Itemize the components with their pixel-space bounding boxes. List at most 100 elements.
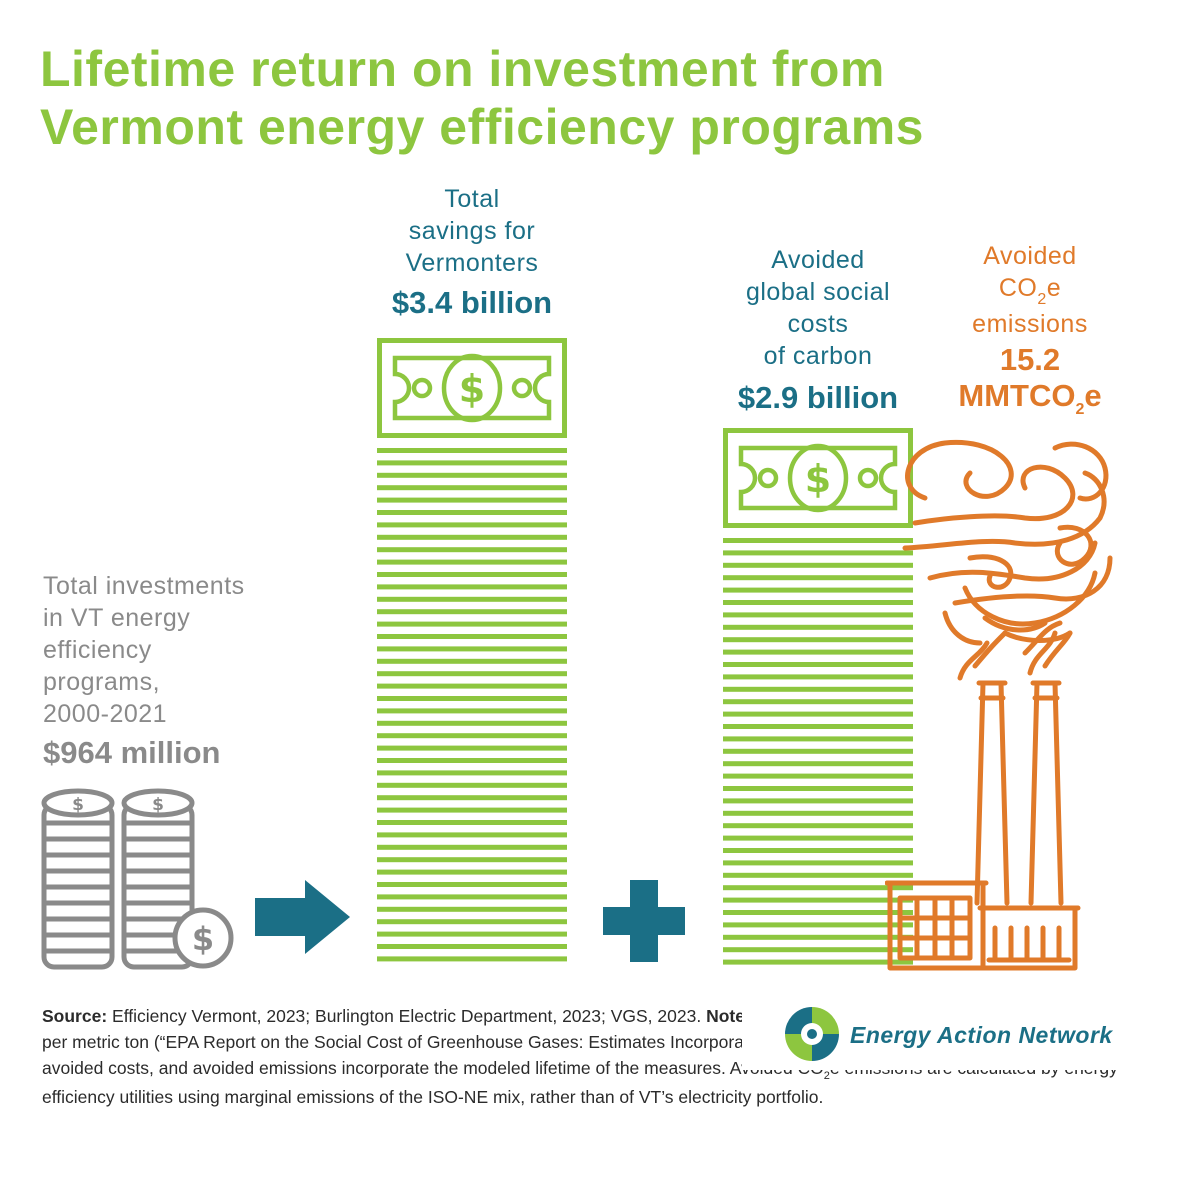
bill-stack-line [723, 835, 913, 841]
bill-stack-line [723, 922, 913, 928]
bill-stack-line [723, 810, 913, 816]
factory-smokestack-icon [885, 439, 1113, 971]
bill-stack-line [377, 547, 567, 553]
bill-stack-line [377, 894, 567, 900]
bill-stack-line [723, 612, 913, 618]
energy-action-network-logo-icon [785, 1007, 839, 1061]
bill-stack-line [377, 559, 567, 565]
bill-stack-line [723, 786, 913, 791]
social-cost-label: Avoided global social costs of carbon [745, 246, 891, 370]
bill-stack-line [377, 758, 567, 763]
bill-stack-line [723, 575, 913, 581]
emissions-label: Avoided CO2e emissions [972, 242, 1088, 338]
savings-value: $3.4 billion [391, 285, 553, 320]
bill-stack-line [723, 959, 913, 965]
bill-stack-line [723, 562, 913, 568]
bill-stack-line [377, 658, 567, 664]
bill-stack-line [723, 624, 913, 630]
bill-stack-line [377, 621, 567, 627]
bill-stack-line [723, 674, 913, 680]
social-cost-value: $2.9 billion [737, 380, 899, 415]
emissions-value: 15.2 MMTCO2e [958, 342, 1102, 418]
svg-text:$: $ [152, 795, 164, 815]
svg-text:$: $ [459, 367, 485, 411]
bill-stack-line [723, 860, 913, 866]
plus-icon [603, 880, 685, 962]
bill-stack-line [377, 460, 567, 466]
bill-stack-line [377, 572, 567, 577]
bill-stack-line [723, 798, 913, 804]
title-line-2: Vermont energy efficiency programs [40, 99, 924, 155]
bill-stack-line [723, 662, 913, 667]
investment-value: $964 million [43, 735, 221, 770]
bill-stack-line [377, 795, 567, 801]
bill-stack-line [377, 770, 567, 776]
bill-stack-line [377, 733, 567, 739]
bill-stack-line [377, 745, 567, 751]
source-label: Source: [42, 1006, 108, 1026]
bill-stack-line [377, 472, 567, 478]
bill-stack-line [723, 872, 913, 878]
bill-stack-line [723, 550, 913, 556]
bill-stack-line [723, 761, 913, 767]
bill-stack-line [377, 832, 567, 838]
bill-stack-line [723, 686, 913, 692]
bill-stack-line [723, 600, 913, 605]
bill-stack-line [723, 885, 913, 891]
bill-stack-line [377, 882, 567, 887]
bill-stack-line [377, 956, 567, 962]
bill-stack-line [723, 823, 913, 829]
investment-label: Total investments in VT energy efficienc… [43, 572, 245, 728]
bill-stack-line [723, 711, 913, 717]
bill-stack-line [723, 773, 913, 779]
svg-text:$: $ [72, 795, 84, 815]
bill-stack-line [377, 857, 567, 863]
bill-stack-line [377, 534, 567, 540]
bill-stack-line [723, 649, 913, 655]
coin-stack-icon: $ $ $ [41, 788, 234, 970]
bill-stack-line [723, 934, 913, 940]
bill-stack-line [723, 637, 913, 643]
bill-stack-line [377, 497, 567, 503]
bill-stack-line [377, 708, 567, 714]
bill-stack-line [377, 931, 567, 937]
page-title: Lifetime return on investment from Vermo… [40, 40, 1160, 156]
bill-stack-line [377, 671, 567, 677]
bill-stack-line [723, 947, 913, 953]
bill-stack-line [723, 748, 913, 754]
bill-stack-line [723, 699, 913, 705]
bill-stack-line [723, 897, 913, 903]
bill-stack-line [377, 646, 567, 652]
bill-stack-line [377, 869, 567, 875]
svg-text:$: $ [192, 920, 214, 958]
bill-stack-line [723, 587, 913, 593]
bill-stack-line [377, 782, 567, 788]
dollar-bill-icon: $ [377, 338, 567, 962]
bill-stack-line [377, 820, 567, 825]
bill-stack-line [377, 944, 567, 949]
bill-stack-line [377, 807, 567, 813]
bill-stack-line [377, 634, 567, 639]
bill-stack-line [377, 919, 567, 925]
bill-stack-line [723, 736, 913, 742]
bill-stack-line [377, 906, 567, 912]
bill-stack-line [377, 683, 567, 689]
title-line-1: Lifetime return on investment from [40, 41, 885, 97]
bill-stack-line [723, 724, 913, 729]
bill-stack-line [377, 596, 567, 602]
bill-stack-line [377, 485, 567, 491]
bill-stack-line [377, 609, 567, 615]
source-text: Efficiency Vermont, 2023; Burlington Ele… [112, 1006, 702, 1026]
bill-stack-line [723, 538, 913, 543]
bill-stack-line [723, 848, 913, 853]
bill-stack-line [377, 844, 567, 850]
bill-stack-line [377, 510, 567, 515]
bill-stack-line [377, 696, 567, 701]
bill-stack-line [377, 720, 567, 726]
brand-name: Energy Action Network [850, 1022, 1113, 1048]
svg-text:$: $ [805, 457, 831, 501]
bill-stack-line [377, 584, 567, 590]
bill-stack-line [377, 448, 567, 453]
dollar-bill-icon: $ [723, 428, 913, 965]
right-arrow-icon [255, 880, 350, 954]
